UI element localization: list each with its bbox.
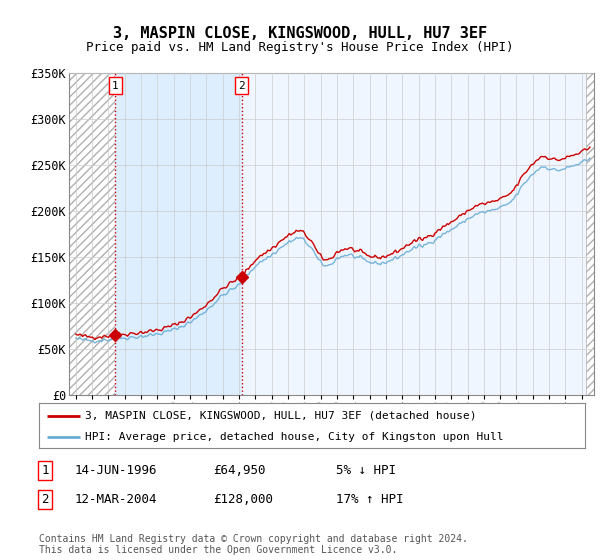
Bar <box>69 73 115 395</box>
Bar <box>586 73 594 395</box>
Text: 5% ↓ HPI: 5% ↓ HPI <box>336 464 396 477</box>
Text: 1: 1 <box>112 81 119 91</box>
Text: £128,000: £128,000 <box>213 493 273 506</box>
Text: 2: 2 <box>41 493 49 506</box>
Bar <box>115 73 242 395</box>
Text: Price paid vs. HM Land Registry's House Price Index (HPI): Price paid vs. HM Land Registry's House … <box>86 40 514 54</box>
Text: 17% ↑ HPI: 17% ↑ HPI <box>336 493 404 506</box>
Text: 3, MASPIN CLOSE, KINGSWOOD, HULL, HU7 3EF (detached house): 3, MASPIN CLOSE, KINGSWOOD, HULL, HU7 3E… <box>85 410 477 421</box>
Text: 12-MAR-2004: 12-MAR-2004 <box>75 493 157 506</box>
Text: Contains HM Land Registry data © Crown copyright and database right 2024.
This d: Contains HM Land Registry data © Crown c… <box>39 534 468 555</box>
Bar <box>242 73 594 395</box>
Text: 1: 1 <box>41 464 49 477</box>
Text: 2: 2 <box>238 81 245 91</box>
Text: £64,950: £64,950 <box>213 464 265 477</box>
Text: HPI: Average price, detached house, City of Kingston upon Hull: HPI: Average price, detached house, City… <box>85 432 504 442</box>
Text: 14-JUN-1996: 14-JUN-1996 <box>75 464 157 477</box>
Text: 3, MASPIN CLOSE, KINGSWOOD, HULL, HU7 3EF: 3, MASPIN CLOSE, KINGSWOOD, HULL, HU7 3E… <box>113 26 487 41</box>
